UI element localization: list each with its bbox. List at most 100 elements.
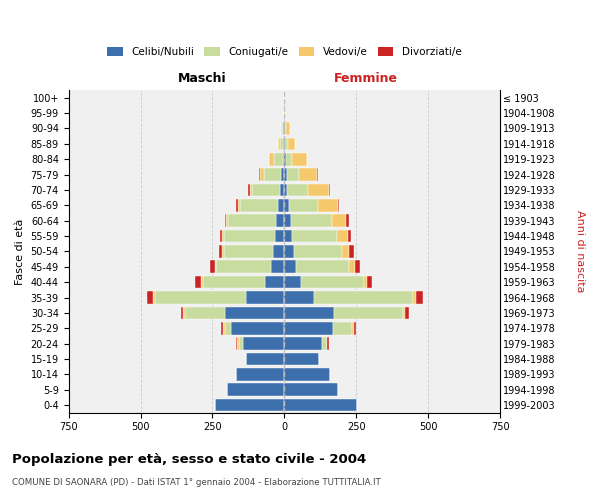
- Bar: [284, 276, 301, 288]
- Bar: [236, 199, 238, 211]
- Bar: [289, 199, 318, 211]
- Bar: [293, 245, 342, 258]
- Bar: [352, 322, 354, 334]
- Bar: [284, 168, 287, 181]
- Bar: [301, 276, 364, 288]
- Bar: [288, 138, 295, 150]
- Bar: [215, 399, 284, 411]
- Bar: [281, 168, 284, 181]
- Bar: [292, 153, 307, 166]
- Bar: [284, 230, 292, 242]
- Bar: [354, 322, 356, 334]
- Bar: [147, 291, 153, 304]
- Bar: [416, 291, 422, 304]
- Bar: [284, 368, 330, 380]
- Bar: [260, 168, 263, 181]
- Bar: [284, 153, 286, 166]
- Bar: [314, 291, 413, 304]
- Bar: [349, 260, 355, 273]
- Bar: [210, 260, 215, 273]
- Bar: [329, 184, 331, 196]
- Bar: [252, 184, 280, 196]
- Bar: [239, 338, 242, 350]
- Bar: [276, 214, 284, 227]
- Bar: [231, 322, 284, 334]
- Bar: [405, 306, 409, 319]
- Bar: [284, 338, 322, 350]
- Bar: [259, 168, 260, 181]
- Bar: [274, 245, 284, 258]
- Y-axis label: Anni di nascita: Anni di nascita: [575, 210, 585, 292]
- Bar: [223, 322, 225, 334]
- Bar: [203, 276, 265, 288]
- Bar: [278, 199, 284, 211]
- Text: Popolazione per età, sesso e stato civile - 2004: Popolazione per età, sesso e stato civil…: [12, 452, 366, 466]
- Bar: [317, 168, 318, 181]
- Bar: [355, 260, 359, 273]
- Bar: [322, 338, 327, 350]
- Bar: [183, 306, 185, 319]
- Text: Femmine: Femmine: [334, 72, 398, 85]
- Bar: [224, 230, 275, 242]
- Bar: [332, 322, 352, 334]
- Bar: [284, 291, 314, 304]
- Bar: [238, 338, 239, 350]
- Bar: [337, 230, 347, 242]
- Bar: [226, 306, 284, 319]
- Bar: [299, 168, 317, 181]
- Text: Maschi: Maschi: [178, 72, 227, 85]
- Bar: [284, 352, 319, 366]
- Bar: [250, 184, 252, 196]
- Bar: [201, 276, 203, 288]
- Bar: [222, 245, 224, 258]
- Legend: Celibi/Nubili, Coniugati/e, Vedovi/e, Divorziati/e: Celibi/Nubili, Coniugati/e, Vedovi/e, Di…: [107, 47, 461, 57]
- Bar: [334, 306, 403, 319]
- Bar: [286, 153, 292, 166]
- Bar: [367, 276, 372, 288]
- Bar: [318, 199, 338, 211]
- Bar: [284, 245, 293, 258]
- Y-axis label: Fasce di età: Fasce di età: [15, 218, 25, 284]
- Bar: [245, 291, 284, 304]
- Bar: [280, 138, 283, 150]
- Bar: [284, 199, 289, 211]
- Bar: [332, 214, 346, 227]
- Bar: [155, 291, 245, 304]
- Bar: [296, 260, 349, 273]
- Bar: [269, 153, 274, 166]
- Bar: [215, 260, 217, 273]
- Bar: [220, 230, 222, 242]
- Bar: [346, 214, 349, 227]
- Bar: [287, 184, 308, 196]
- Bar: [284, 184, 287, 196]
- Bar: [248, 184, 250, 196]
- Text: COMUNE DI SAONARA (PD) - Dati ISTAT 1° gennaio 2004 - Elaborazione TUTTITALIA.IT: COMUNE DI SAONARA (PD) - Dati ISTAT 1° g…: [12, 478, 381, 487]
- Bar: [275, 230, 284, 242]
- Bar: [280, 184, 284, 196]
- Bar: [225, 322, 231, 334]
- Bar: [285, 122, 286, 135]
- Bar: [240, 199, 278, 211]
- Bar: [222, 230, 224, 242]
- Bar: [265, 276, 284, 288]
- Bar: [274, 153, 283, 166]
- Bar: [284, 384, 338, 396]
- Bar: [287, 168, 299, 181]
- Bar: [227, 384, 284, 396]
- Bar: [308, 184, 329, 196]
- Bar: [226, 214, 228, 227]
- Bar: [228, 214, 276, 227]
- Bar: [238, 199, 240, 211]
- Bar: [284, 322, 332, 334]
- Bar: [283, 138, 284, 150]
- Bar: [236, 368, 284, 380]
- Bar: [217, 260, 271, 273]
- Bar: [283, 153, 284, 166]
- Bar: [284, 399, 357, 411]
- Bar: [242, 338, 284, 350]
- Bar: [349, 245, 354, 258]
- Bar: [284, 260, 296, 273]
- Bar: [327, 338, 329, 350]
- Bar: [153, 291, 155, 304]
- Bar: [292, 230, 337, 242]
